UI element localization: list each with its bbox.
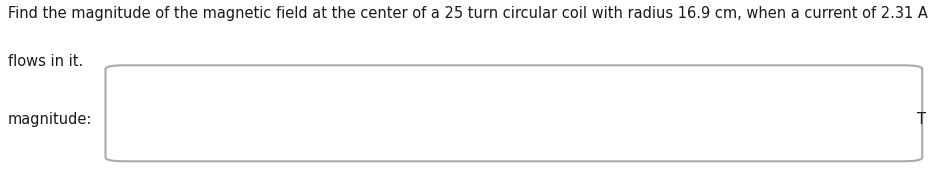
Text: Find the magnitude of the magnetic field at the center of a 25 turn circular coi: Find the magnitude of the magnetic field…: [8, 6, 928, 21]
FancyBboxPatch shape: [106, 65, 922, 161]
Text: T: T: [917, 112, 926, 127]
Text: magnitude:: magnitude:: [8, 112, 92, 127]
Text: flows in it.: flows in it.: [8, 54, 83, 69]
